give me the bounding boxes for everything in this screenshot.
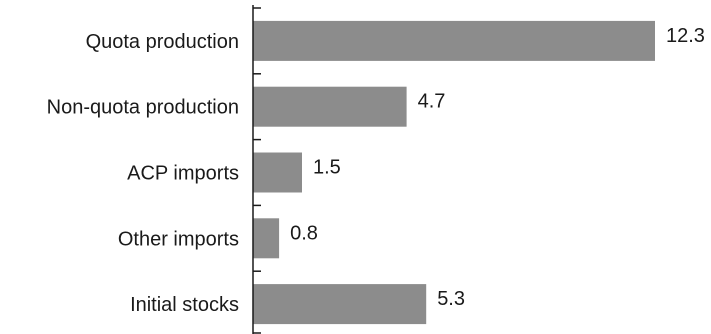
category-label: Non-quota production (47, 97, 239, 119)
axis-layer (252, 5, 261, 334)
bar (253, 284, 427, 325)
category-label: Initial stocks (130, 294, 239, 316)
bars-layer (253, 20, 655, 325)
value-label: 1.5 (313, 157, 341, 179)
bar (253, 20, 655, 61)
value-label: 4.7 (418, 91, 446, 113)
labels-layer: Quota production 12.3 Non-quota production… (47, 25, 705, 316)
value-label: 12.3 (666, 25, 705, 47)
category-label: ACP imports (127, 163, 239, 185)
value-label: 5.3 (437, 288, 465, 310)
value-label: 0.8 (290, 222, 318, 244)
bar (253, 86, 407, 127)
bar (253, 152, 302, 193)
bar (253, 218, 280, 259)
category-label: Other imports (118, 228, 239, 250)
category-label: Quota production (86, 31, 239, 53)
